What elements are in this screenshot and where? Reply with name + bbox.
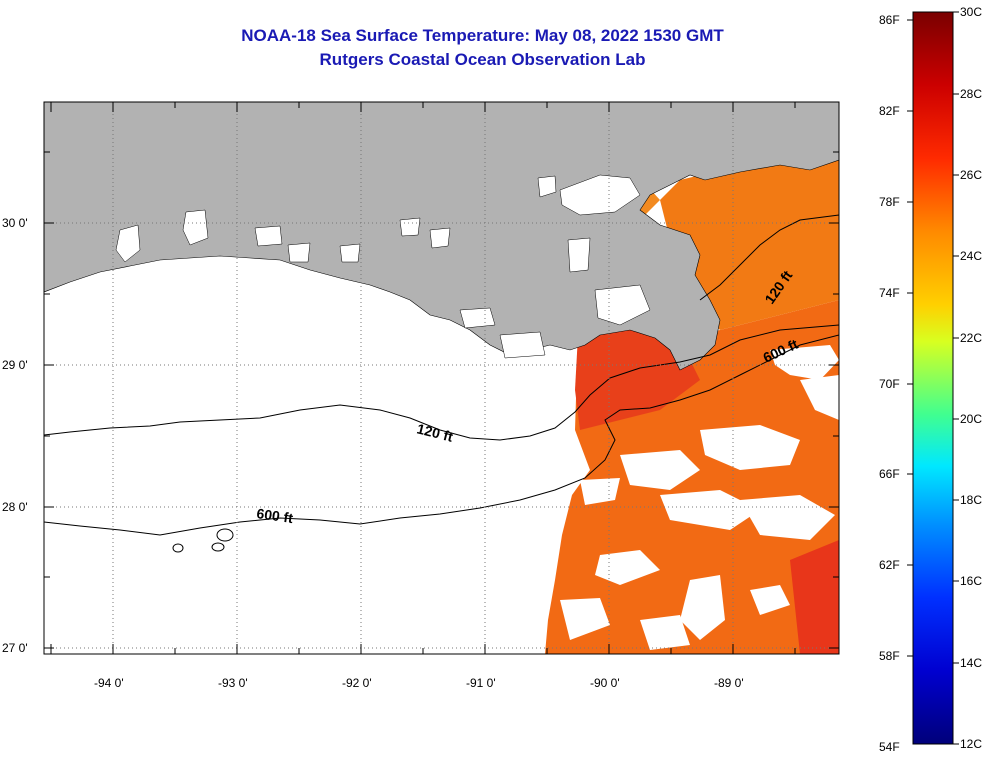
lon-label-92: -92 0' (342, 676, 372, 690)
colorbar-f-58: 58F (879, 649, 900, 663)
colorbar-c-24: 24C (960, 249, 983, 263)
colorbar (912, 11, 954, 745)
lon-label-94: -94 0' (94, 676, 124, 690)
colorbar-c-12: 12C (960, 737, 983, 751)
contour-label-600ft-west: 600 ft (256, 505, 295, 526)
lon-label-89: -89 0' (714, 676, 744, 690)
colorbar-f-86: 86F (879, 13, 900, 27)
lon-label-90: -90 0' (590, 676, 620, 690)
colorbar-c-22: 22C (960, 331, 983, 345)
colorbar-c-26: 26C (960, 168, 983, 182)
colorbar-c-20: 20C (960, 412, 983, 426)
colorbar-f-54: 54F (879, 740, 900, 754)
colorbar-c-14: 14C (960, 656, 983, 670)
colorbar-f-66: 66F (879, 467, 900, 481)
colorbar-f-78: 78F (879, 195, 900, 209)
colorbar-f-74: 74F (879, 286, 900, 300)
lon-label-91: -91 0' (466, 676, 496, 690)
colorbar-c-16: 16C (960, 574, 983, 588)
lat-label-30: 30 0' (2, 216, 28, 230)
lat-label-28: 28 0' (2, 500, 28, 514)
bathymetry-contours (44, 214, 839, 553)
colorbar-c-30: 30C (960, 5, 983, 19)
colorbar-f-62: 62F (879, 558, 900, 572)
colorbar-f-70: 70F (879, 377, 900, 391)
lat-label-29: 29 0' (2, 358, 28, 372)
axis-ticks (44, 102, 839, 654)
colorbar-f-82: 82F (879, 104, 900, 118)
map-subtitle: Rutgers Coastal Ocean Observation Lab (319, 50, 646, 69)
lon-label-93: -93 0' (218, 676, 248, 690)
lat-label-27: 27 0' (2, 641, 28, 655)
graticule (44, 102, 839, 654)
colorbar-c-28: 28C (960, 87, 983, 101)
map-title: NOAA-18 Sea Surface Temperature: May 08,… (241, 26, 724, 45)
colorbar-ticks (907, 11, 959, 745)
colorbar-c-18: 18C (960, 493, 983, 507)
map-border (43, 101, 840, 655)
